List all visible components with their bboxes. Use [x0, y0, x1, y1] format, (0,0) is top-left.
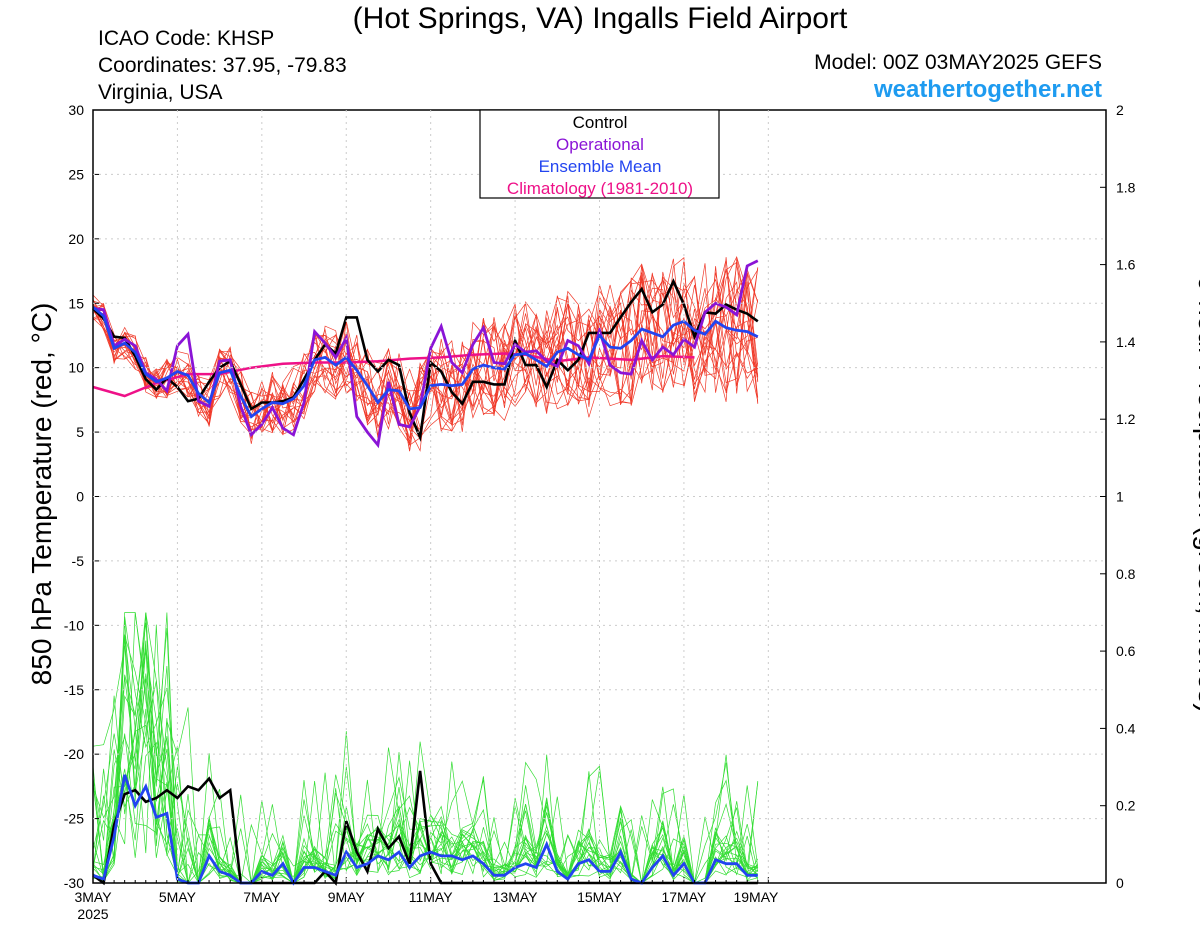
y2-tick-label: 0.2 [1116, 798, 1136, 814]
x-tick-sublabel: 2025 [77, 906, 108, 922]
y-tick-label: 15 [68, 295, 84, 311]
y2-tick-label: 2 [1116, 102, 1124, 118]
member-temp-line [92, 271, 759, 452]
legend-entry: Climatology (1981-2010) [507, 179, 693, 198]
mean-temp-line [92, 306, 759, 419]
chart-title: (Hot Springs, VA) Ingalls Field Airport [352, 2, 848, 35]
y-tick-label: -15 [64, 682, 84, 698]
axes: 302520151050-5-10-15-20-25-3021.81.61.41… [64, 102, 1136, 922]
y-tick-label: 0 [76, 489, 84, 505]
member-temp-line [92, 255, 759, 436]
coordinates: Coordinates: 37.95, -79.83 [98, 54, 347, 77]
x-tick-label: 11MAY [409, 889, 453, 905]
y-tick-label: 20 [68, 231, 84, 247]
y2-tick-label: 0.8 [1116, 566, 1136, 582]
y-tick-label: -10 [64, 617, 84, 633]
legend: Control Operational Ensemble Mean Climatolo… [479, 109, 720, 199]
x-tick-label: 3MAY [74, 889, 112, 905]
y-tick-label: -20 [64, 746, 84, 762]
y2-tick-label: 1.4 [1116, 334, 1136, 350]
legend-entry: Operational [556, 135, 644, 154]
y2-tick-label: 0.6 [1116, 643, 1136, 659]
model-run: Model: 00Z 03MAY2025 GEFS [814, 51, 1102, 74]
member-precip-line [92, 645, 758, 884]
region: Virginia, USA [98, 81, 223, 104]
legend-entry: Ensemble Mean [539, 157, 662, 176]
ensemble-members [92, 255, 759, 885]
y-tick-label: 5 [76, 424, 84, 440]
y-tick-label: -30 [64, 875, 84, 891]
operational-temp-line [92, 259, 759, 449]
legend-entry: Control [573, 113, 628, 132]
website-link[interactable]: weathertogether.net [873, 76, 1102, 103]
y-tick-label: 25 [68, 166, 84, 182]
y-tick-label: -25 [64, 811, 84, 827]
x-tick-label: 19MAY [733, 889, 779, 905]
member-precip-line [92, 640, 759, 884]
y-tick-label: 30 [68, 102, 84, 118]
y2-tick-label: 0.4 [1116, 720, 1136, 736]
member-precip-line [92, 635, 759, 884]
member-precip-line [92, 612, 759, 884]
icao-code: ICAO Code: KHSP [98, 27, 275, 50]
control-precip-line [92, 770, 758, 886]
y-tick-label: -5 [72, 553, 85, 569]
x-tick-label: 15MAY [577, 889, 623, 905]
y2-tick-label: 1 [1116, 489, 1124, 505]
x-tick-label: 9MAY [328, 889, 366, 905]
member-precip-line [92, 647, 759, 884]
x-tick-label: 7MAY [243, 889, 281, 905]
y-tick-label: 10 [68, 360, 84, 376]
mean-precip-line [92, 774, 758, 886]
y2-tick-label: 1.2 [1116, 411, 1136, 427]
x-tick-label: 5MAY [159, 889, 197, 905]
x-tick-label: 17MAY [661, 889, 707, 905]
y2-tick-label: 0 [1116, 875, 1124, 891]
legend-box [479, 109, 720, 199]
y2-tick-label: 1.8 [1116, 179, 1136, 195]
y2-tick-label: 1.6 [1116, 257, 1136, 273]
x-tick-label: 13MAY [493, 889, 539, 905]
